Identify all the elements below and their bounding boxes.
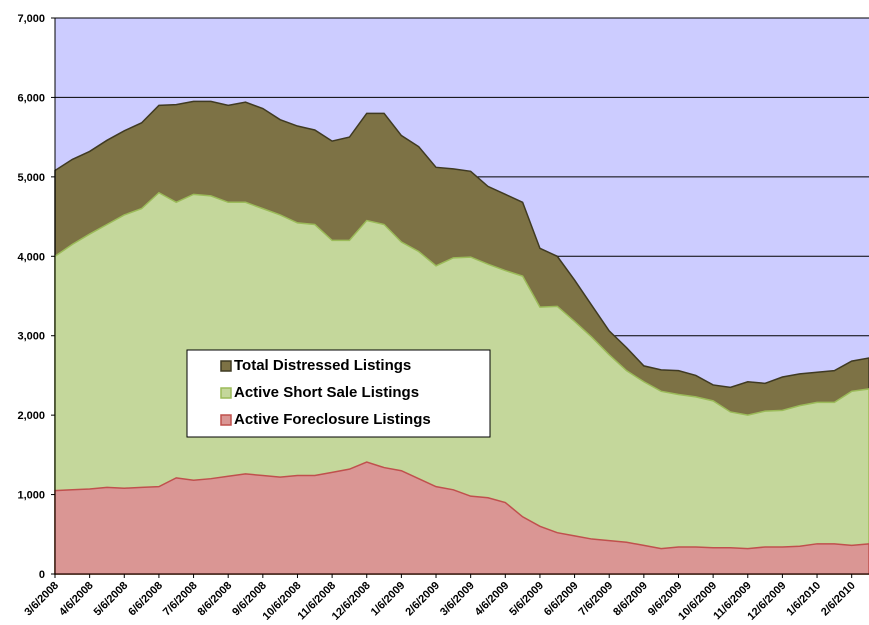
x-tick-label: 2/6/2010 — [819, 580, 858, 619]
x-tick-label: 4/6/2008 — [57, 580, 96, 619]
x-tick-label: 8/6/2008 — [196, 580, 235, 619]
legend-label: Active Foreclosure Listings — [234, 411, 431, 428]
y-tick-label: 6,000 — [17, 92, 45, 104]
x-tick-label: 2/6/2009 — [403, 580, 442, 619]
legend-marker — [220, 414, 232, 426]
x-tick-label: 3/6/2008 — [22, 580, 61, 619]
legend: Total Distressed Listings Active Short Sa… — [186, 349, 491, 438]
x-tick-label: 1/6/2010 — [784, 580, 823, 619]
legend-label: Active Short Sale Listings — [234, 384, 419, 401]
y-tick-label: 2,000 — [17, 410, 45, 422]
x-tick-label: 6/6/2008 — [126, 580, 165, 619]
legend-marker — [220, 387, 232, 399]
legend-marker — [220, 360, 232, 372]
y-tick-label: 0 — [39, 569, 45, 581]
x-tick-label: 12/6/2009 — [745, 580, 788, 620]
x-tick-label: 6/6/2009 — [542, 580, 581, 619]
area — [54, 461, 869, 575]
x-tick-label: 7/6/2008 — [161, 580, 200, 619]
x-tick-label: 8/6/2009 — [611, 580, 650, 619]
y-tick-label: 7,000 — [17, 13, 45, 25]
x-tick-label: 1/6/2009 — [369, 580, 408, 619]
x-tick-label: 4/6/2009 — [473, 580, 512, 619]
legend-box — [186, 349, 491, 438]
legend-label: Total Distressed Listings — [234, 357, 411, 374]
x-tick-label: 12/6/2008 — [330, 580, 373, 620]
y-tick-label: 4,000 — [17, 251, 45, 263]
y-tick-label: 3,000 — [17, 331, 45, 343]
x-tick-label: 7/6/2009 — [577, 580, 616, 619]
x-tick-label: 5/6/2008 — [92, 580, 131, 619]
y-tick-label: 5,000 — [17, 172, 45, 184]
x-tick-label: 3/6/2009 — [438, 580, 477, 619]
x-tick-label: 5/6/2009 — [507, 580, 546, 619]
y-tick-label: 1,000 — [17, 490, 45, 502]
